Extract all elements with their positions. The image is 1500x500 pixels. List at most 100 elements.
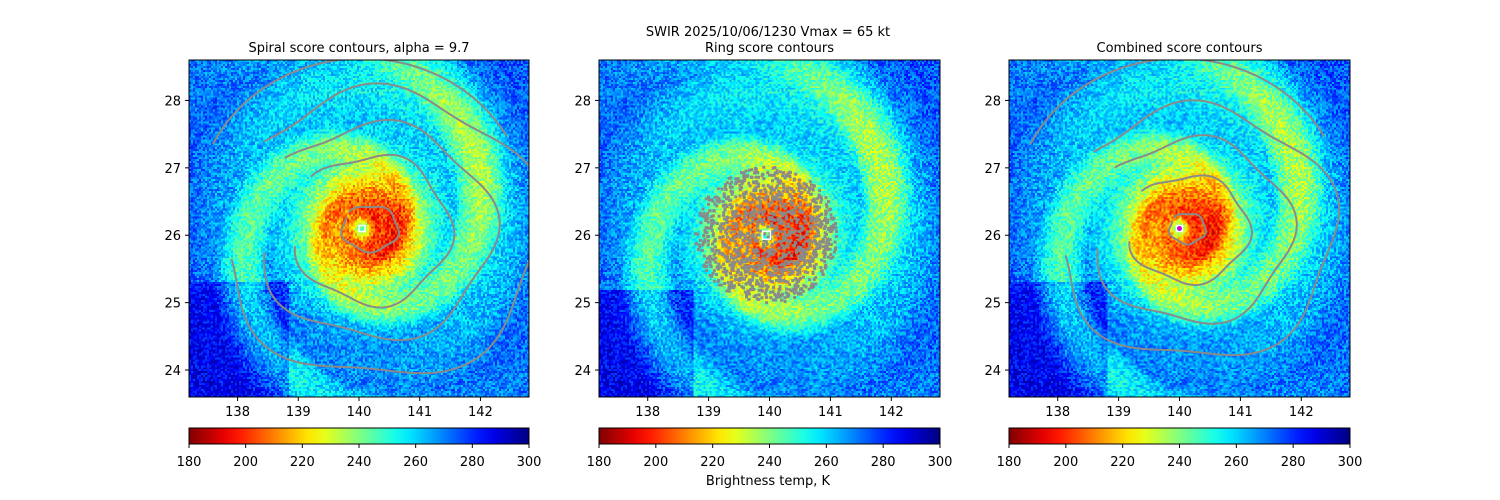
ring-score-point xyxy=(777,246,781,250)
ring-score-point xyxy=(748,234,752,238)
ring-score-point xyxy=(758,206,762,210)
ring-score-point xyxy=(814,250,818,254)
colorbar-tick-label: 240 xyxy=(1167,455,1192,470)
ring-score-point xyxy=(819,212,823,216)
panel-2: Ring score contours 138 139 140 141 142 24 25 26… xyxy=(574,41,952,470)
ring-score-point xyxy=(760,220,764,223)
ring-score-point xyxy=(824,196,828,200)
ring-score-point xyxy=(704,226,708,230)
ring-score-point xyxy=(766,195,770,199)
y-tick-label: 24 xyxy=(164,364,181,379)
ring-score-point xyxy=(735,214,739,218)
ring-score-point xyxy=(786,239,790,243)
ring-score-point xyxy=(759,200,762,204)
ring-score-point xyxy=(723,282,727,285)
ring-score-point xyxy=(765,301,769,305)
ring-score-point xyxy=(738,213,742,217)
ring-score-point xyxy=(745,223,749,227)
ring-score-point xyxy=(807,287,811,291)
ring-score-point xyxy=(730,206,733,210)
ring-score-point xyxy=(813,235,817,239)
ring-score-point xyxy=(783,230,786,234)
ring-score-point xyxy=(811,187,815,191)
ring-score-point xyxy=(743,236,747,240)
ring-score-point xyxy=(797,230,801,233)
contour-line xyxy=(263,118,501,342)
ring-score-point xyxy=(705,265,709,268)
ring-score-point xyxy=(738,235,742,239)
ring-score-point xyxy=(823,260,827,264)
ring-score-point xyxy=(787,272,791,276)
ring-score-point xyxy=(743,215,747,219)
ring-score-point xyxy=(742,192,745,196)
ring-score-point xyxy=(804,221,808,225)
ring-score-point xyxy=(801,275,805,279)
ring-score-point xyxy=(729,275,733,279)
ring-score-point xyxy=(778,288,782,292)
ring-score-point xyxy=(829,225,833,229)
ring-score-point xyxy=(807,188,811,192)
ring-score-point xyxy=(738,194,742,198)
ring-score-point xyxy=(784,202,788,206)
ring-score-point xyxy=(721,244,725,248)
ring-score-point xyxy=(830,216,834,220)
ring-score-point xyxy=(805,232,809,235)
ring-score-point xyxy=(790,271,794,275)
ring-score-point xyxy=(797,182,801,186)
ring-score-point xyxy=(711,234,715,238)
ring-score-point xyxy=(832,250,836,254)
ring-score-point xyxy=(756,222,760,226)
ring-score-point xyxy=(725,205,729,208)
ring-score-point xyxy=(736,177,740,181)
colorbar-gradient xyxy=(188,427,530,445)
ring-score-point xyxy=(801,227,805,230)
ring-score-point xyxy=(755,204,759,208)
ring-score-point xyxy=(813,267,817,270)
ring-score-point xyxy=(790,212,794,216)
ring-score-point xyxy=(745,259,749,263)
ring-score-point xyxy=(799,237,803,241)
ring-score-point xyxy=(785,215,789,219)
ring-score-point xyxy=(818,243,822,247)
ring-score-point xyxy=(779,230,783,234)
contour-line xyxy=(1029,60,1326,145)
ring-score-point xyxy=(800,264,804,268)
ring-score-point xyxy=(734,195,738,199)
ring-score-point xyxy=(784,259,788,263)
ring-score-point xyxy=(768,204,771,208)
ring-score-point xyxy=(745,248,749,252)
ring-score-point xyxy=(775,184,779,188)
ring-score-point xyxy=(735,203,739,207)
ring-score-point xyxy=(784,217,788,221)
ring-score-point xyxy=(787,186,791,190)
colorbar-tick-label: 220 xyxy=(700,455,725,470)
colorbar-tick-label: 220 xyxy=(290,455,315,470)
ring-score-point xyxy=(744,252,748,256)
ring-score-point xyxy=(703,254,706,258)
ring-score-point xyxy=(778,197,782,201)
ring-score-point xyxy=(773,171,777,175)
ring-score-point xyxy=(742,171,746,175)
ring-score-point xyxy=(786,222,790,226)
ring-score-point xyxy=(721,234,725,238)
ring-score-point xyxy=(747,267,751,271)
ring-score-point xyxy=(763,187,767,191)
ring-score-point xyxy=(791,231,795,234)
ring-score-point xyxy=(748,283,752,287)
ring-score-point xyxy=(800,247,804,251)
ring-score-point xyxy=(787,251,791,255)
ring-score-point xyxy=(707,202,710,206)
ring-score-point xyxy=(772,173,776,177)
ring-score-point xyxy=(735,243,738,247)
ring-score-point xyxy=(770,216,774,220)
ring-score-point xyxy=(817,193,821,197)
ring-score-point xyxy=(769,192,773,195)
ring-score-point xyxy=(777,292,781,296)
ring-score-point xyxy=(766,171,770,175)
ring-score-point xyxy=(777,240,781,243)
overlay xyxy=(1029,60,1341,357)
ring-score-point xyxy=(786,172,790,176)
x-tick-label: 142 xyxy=(1289,405,1314,420)
ring-score-point xyxy=(772,264,776,268)
ring-score-point xyxy=(752,259,756,263)
